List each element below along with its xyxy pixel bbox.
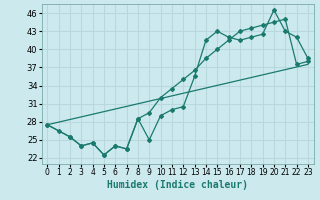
X-axis label: Humidex (Indice chaleur): Humidex (Indice chaleur) bbox=[107, 180, 248, 190]
